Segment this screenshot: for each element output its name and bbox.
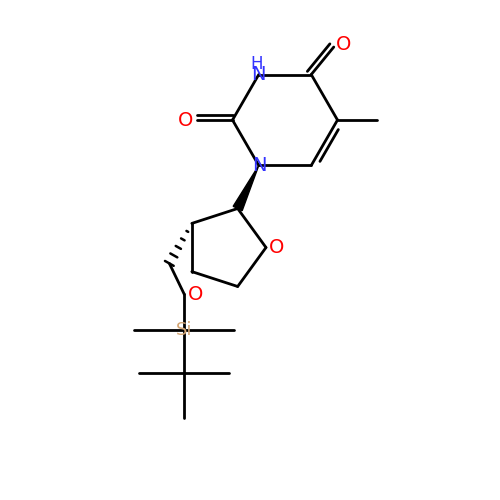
Text: N: N [252,65,266,84]
Text: O: O [336,35,351,54]
Text: O: O [178,110,193,130]
Text: N: N [252,156,267,175]
Text: O: O [188,285,203,304]
Text: Si: Si [176,322,192,340]
Text: H: H [250,54,262,72]
Polygon shape [233,166,259,210]
Text: O: O [270,238,284,257]
